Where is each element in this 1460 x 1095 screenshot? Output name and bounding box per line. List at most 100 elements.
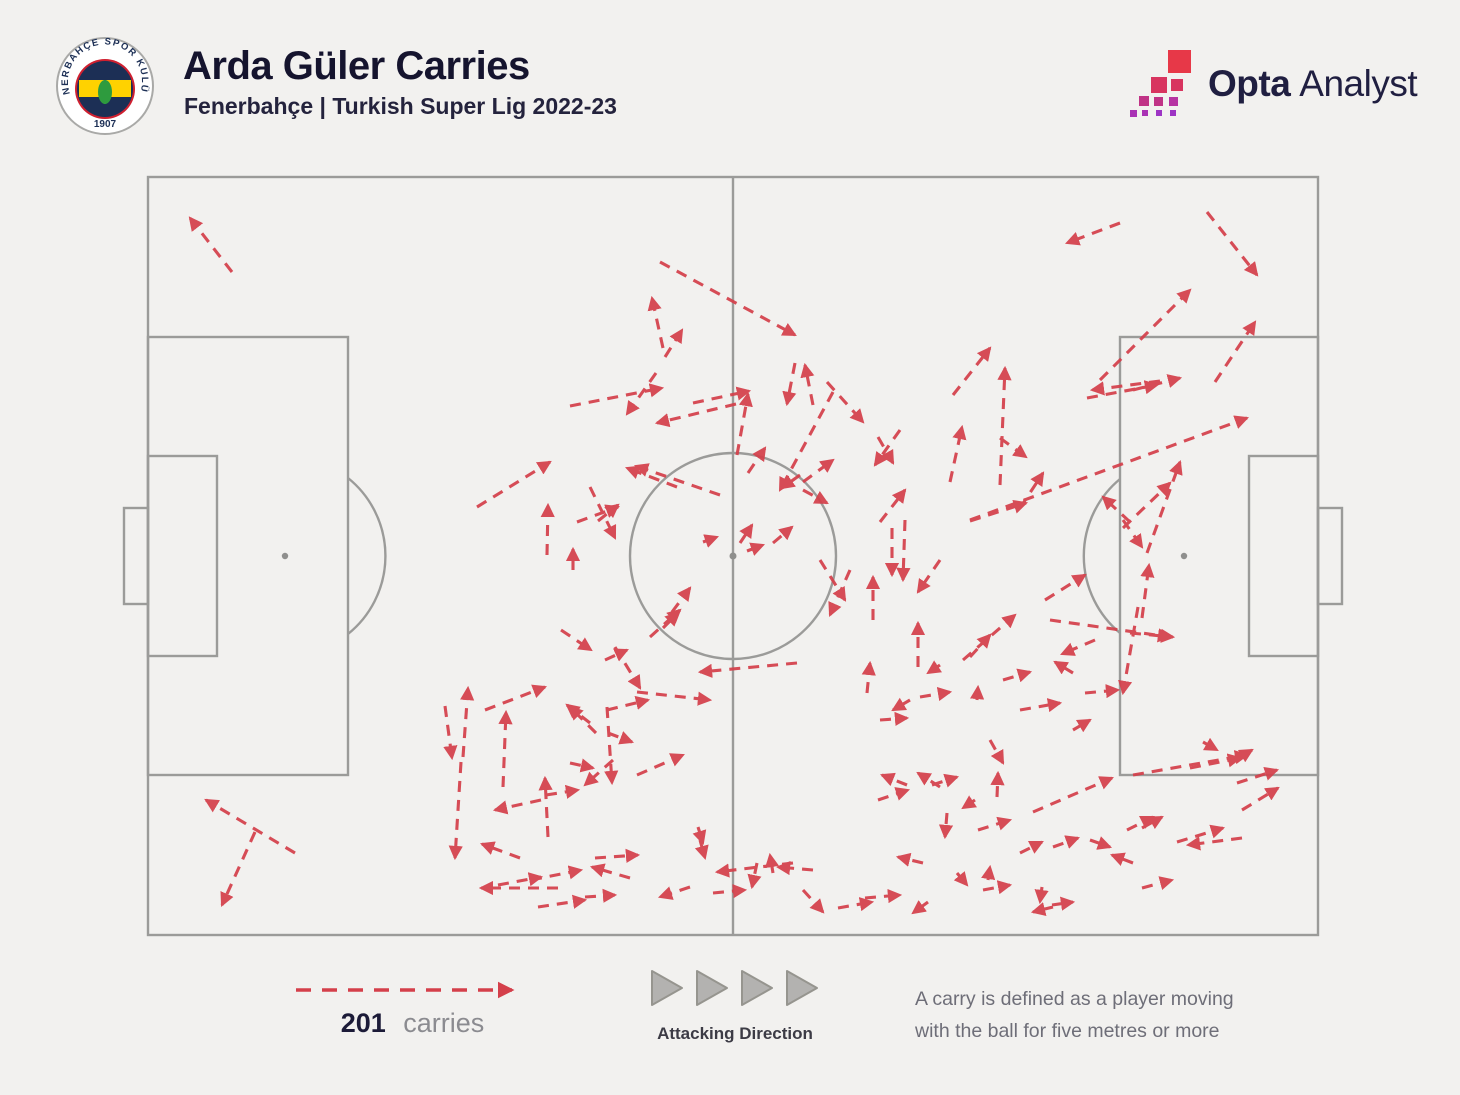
carry-arrow (1213, 320, 1257, 383)
carry-arrow (938, 812, 954, 840)
carry-arrow (1234, 748, 1254, 763)
carry-definition-note: A carry is defined as a player moving wi… (915, 983, 1234, 1047)
carry-arrow (1118, 606, 1140, 696)
carry-arrow (540, 502, 555, 556)
carry-arrow (479, 841, 521, 860)
carry-arrow (997, 365, 1012, 486)
analyst-wordmark: Analyst (1299, 63, 1418, 104)
carry-arrow (204, 798, 296, 855)
carry-arrow (818, 559, 847, 602)
carry-arrow (1002, 668, 1033, 683)
carry-arrow (969, 415, 1250, 522)
carry-arrow (961, 613, 1017, 662)
carry-arrow (1049, 618, 1173, 643)
carry-arrow (764, 852, 780, 874)
carry-arrow (1052, 835, 1081, 849)
carry-arrow (1060, 638, 1096, 656)
carry-arrow (589, 863, 631, 880)
carries-count-label: carries (403, 1008, 485, 1038)
carry-arrow (1189, 753, 1243, 770)
carry-arrow (951, 346, 992, 396)
carry-arrow (968, 633, 992, 659)
carry-arrow (873, 429, 902, 467)
carry-arrow (692, 386, 752, 405)
carry-arrow (220, 831, 257, 907)
carry-arrow (538, 775, 553, 838)
carry-arrow (625, 465, 678, 489)
carry-arrow (772, 525, 794, 545)
carry-arrow (584, 888, 618, 903)
right-penalty-arc (1082, 478, 1121, 634)
carry-arrow (670, 586, 692, 613)
carries-count: 201 (340, 1008, 386, 1038)
carry-arrow (953, 871, 969, 887)
carry-arrow (1030, 902, 1054, 916)
carry-arrow (802, 488, 829, 505)
carry-arrow (1110, 852, 1134, 866)
right-penalty-area (1118, 335, 1320, 777)
carry-arrow (879, 711, 910, 727)
carry-arrow (568, 705, 598, 735)
carry-arrow (625, 372, 658, 416)
carry-arrow (1141, 876, 1175, 891)
attacking-direction-label: Attacking Direction (657, 1024, 813, 1043)
carry-arrow (1140, 562, 1155, 619)
carry-arrow (782, 362, 797, 407)
carry-arrow (583, 758, 615, 787)
carry-arrow (1176, 824, 1226, 844)
badge-year: 1907 (94, 119, 117, 130)
carry-arrow (990, 770, 1005, 798)
carry-arrow (1145, 459, 1183, 554)
carry-arrow (460, 685, 475, 758)
carry-arrow (864, 888, 903, 904)
left-penalty-arc (347, 477, 387, 635)
carry-arrow (1121, 519, 1144, 549)
carry-arrow (484, 684, 547, 712)
carry-arrow (891, 697, 911, 712)
opta-squares-icon (1130, 50, 1191, 117)
carry-arrow (569, 383, 665, 408)
carry-arrow (981, 864, 996, 881)
carry-arrows (188, 211, 1280, 916)
carry-arrow (694, 839, 709, 861)
carry-arrow (877, 787, 911, 802)
page-subtitle: Fenerbahçe | Turkish Super Lig 2022-23 (184, 93, 617, 119)
carry-arrow (1084, 683, 1121, 699)
carry-arrow (778, 391, 835, 492)
carry-arrow (1098, 288, 1192, 382)
carry-arrow (1051, 896, 1076, 911)
centre-circle (628, 451, 838, 661)
carry-arrow (919, 686, 953, 702)
opta-wordmark: Opta (1208, 63, 1291, 104)
carry-arrow (663, 328, 684, 358)
fenerbahce-club-logo: FENERBAHÇE SPOR KULÜBÜ 1907 (55, 36, 155, 136)
carry-arrow (802, 458, 835, 484)
carry-arrow (1072, 718, 1092, 733)
left-penalty-area (146, 335, 350, 777)
carry-arrow (1032, 776, 1114, 814)
carry-arrow (801, 888, 825, 914)
carry-arrow (1034, 886, 1049, 905)
carry-arrow (661, 611, 680, 630)
carry-arrow (560, 628, 593, 652)
carry-arrow (188, 216, 234, 273)
left-penalty-spot (281, 552, 289, 560)
carry-arrow (1121, 481, 1172, 530)
carry-arrow (969, 684, 985, 701)
carry-arrow (1089, 379, 1161, 396)
carry-arrow (636, 690, 713, 706)
carry-arrow (969, 499, 1029, 523)
carry-arrow (1205, 211, 1259, 277)
carry-arrow (876, 436, 895, 465)
carry-arrow (746, 542, 766, 556)
carry-arrow (982, 880, 1013, 895)
carry-arrow (633, 463, 721, 497)
carry-arrow (746, 446, 767, 474)
carry-arrow (1053, 660, 1074, 675)
carry-definition-line1: A carry is defined as a player moving (915, 988, 1234, 1010)
carry-arrow (597, 503, 620, 523)
carry-arrow (1019, 840, 1044, 855)
football-pitch (122, 175, 1344, 937)
carry-arrow (825, 380, 865, 424)
